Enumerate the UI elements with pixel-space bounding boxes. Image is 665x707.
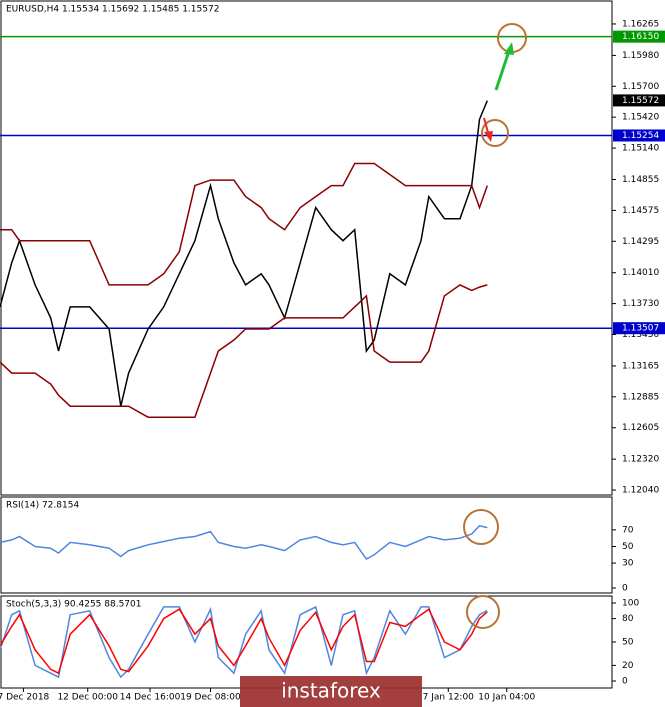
level-label: 1.15572 xyxy=(622,96,659,106)
x-tick-label: 12 Dec 00:00 xyxy=(57,693,118,703)
level-tag xyxy=(613,94,665,107)
y-tick-label: 50 xyxy=(622,638,634,648)
y-tick-label: 1.14010 xyxy=(622,268,659,278)
level-tag xyxy=(613,30,665,43)
y-tick-label: 70 xyxy=(622,525,634,535)
level-tag xyxy=(613,322,665,335)
x-tick-label: 10 Jan 04:00 xyxy=(478,693,535,703)
y-tick-label: 80 xyxy=(622,614,634,624)
y-tick-label: 30 xyxy=(622,559,634,569)
y-tick-label: 1.15420 xyxy=(622,113,659,123)
x-tick-label: 19 Dec 08:00 xyxy=(180,693,241,703)
series-line xyxy=(0,284,488,418)
series-line xyxy=(0,162,489,286)
y-tick-label: 0 xyxy=(622,584,628,594)
watermark: instaforex xyxy=(281,679,381,703)
panel-title: Stoch(5,3,3) 90.4255 88.5701 xyxy=(6,600,141,610)
up-arrowhead xyxy=(504,42,514,55)
y-tick-label: 1.12885 xyxy=(622,392,659,402)
y-tick-label: 1.14295 xyxy=(622,237,659,247)
y-tick-label: 1.14575 xyxy=(622,206,659,216)
y-tick-label: 20 xyxy=(622,661,634,671)
series-line xyxy=(0,608,488,675)
up-arrow xyxy=(494,47,512,91)
y-tick-label: 1.12605 xyxy=(622,423,659,433)
level-label: 1.13507 xyxy=(622,324,659,334)
series-line xyxy=(0,524,488,560)
panel-title: RSI(14) 72.8154 xyxy=(6,501,79,511)
rsi-circle xyxy=(463,509,499,545)
y-tick-label: 1.12320 xyxy=(622,455,659,465)
annotations xyxy=(463,23,527,629)
support-circle xyxy=(481,119,509,147)
y-tick-label: 1.13165 xyxy=(622,361,659,371)
y-tick-label: 100 xyxy=(622,599,639,609)
y-tick-label: 1.13450 xyxy=(622,330,659,340)
stoch-circle xyxy=(466,595,500,629)
y-tick-label: 1.14855 xyxy=(622,175,659,185)
y-tick-label: 1.12040 xyxy=(622,486,659,496)
level-tag xyxy=(613,129,665,142)
watermark-banner xyxy=(240,676,422,707)
x-tick-label: 7 Jan 12:00 xyxy=(423,693,475,703)
panel-title: EURUSD,H4 1.15534 1.15692 1.15485 1.1557… xyxy=(6,5,219,15)
y-tick-label: 1.15980 xyxy=(622,51,659,61)
y-tick-label: 1.13730 xyxy=(622,299,659,309)
x-tick-label: 7 Dec 2018 xyxy=(0,693,50,703)
y-tick-label: 0 xyxy=(622,677,628,687)
level-label: 1.16150 xyxy=(622,32,659,42)
level-label: 1.15254 xyxy=(622,131,659,141)
y-tick-label: 1.16265 xyxy=(622,19,659,29)
panel-frame xyxy=(0,595,613,689)
y-tick-label: 1.15700 xyxy=(622,82,659,92)
y-tick-label: 50 xyxy=(622,542,634,552)
series-line xyxy=(0,605,488,679)
panel-frame xyxy=(0,496,613,594)
panel-frame xyxy=(0,0,613,496)
series-line xyxy=(0,100,488,407)
y-tick-label: 1.15140 xyxy=(622,144,659,154)
down-arrowhead xyxy=(484,131,493,142)
x-tick-label: 14 Dec 16:00 xyxy=(120,693,181,703)
